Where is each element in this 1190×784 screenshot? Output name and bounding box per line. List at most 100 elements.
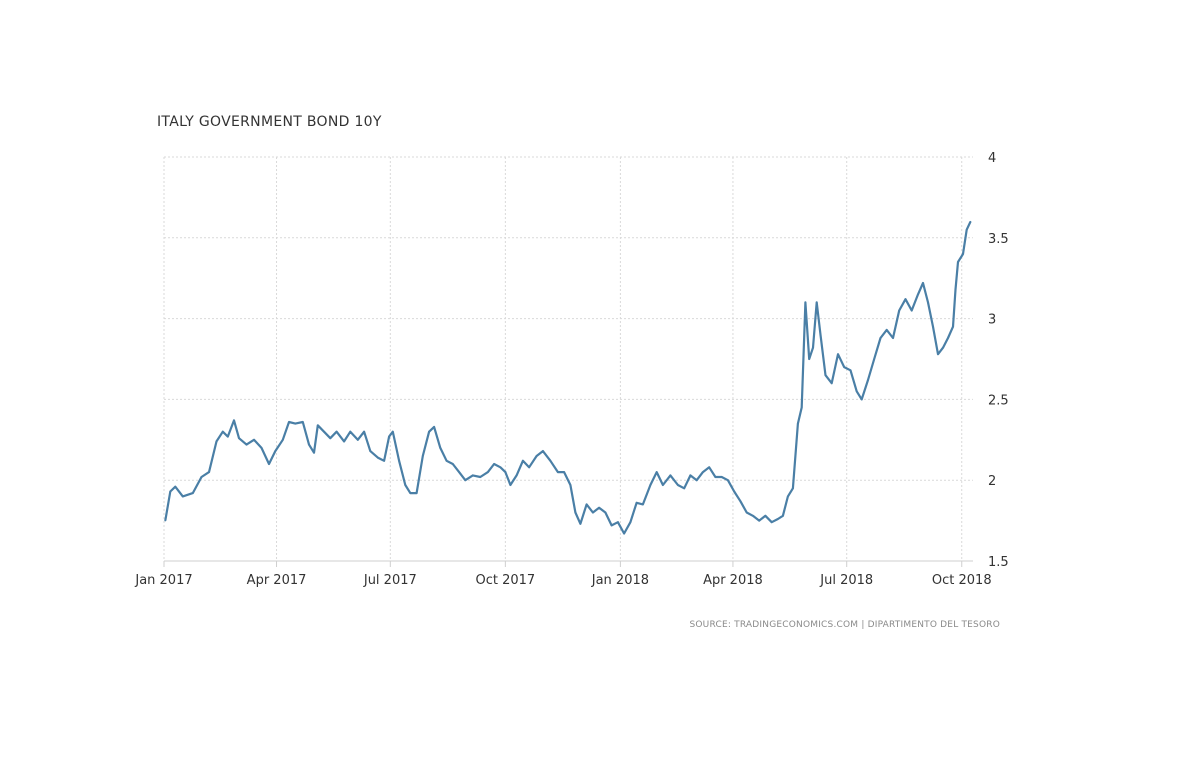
data-point [499, 466, 502, 469]
data-point [708, 466, 710, 469]
data-point [952, 325, 954, 328]
chart-title: ITALY GOVERNMENT BOND 10Y [157, 114, 382, 130]
data-point [174, 485, 177, 488]
data-point [942, 346, 944, 349]
x-tick-label: Apr 2017 [247, 573, 307, 588]
data-point [815, 301, 818, 304]
data-point [797, 422, 799, 425]
data-point [479, 476, 482, 478]
data-point [585, 503, 588, 506]
data-point [910, 309, 913, 312]
y-tick-label: 4 [988, 151, 996, 166]
data-point [439, 447, 442, 449]
data-point [937, 353, 939, 355]
data-point [777, 518, 779, 520]
y-tick-label: 3 [988, 313, 996, 328]
data-point [535, 455, 538, 457]
data-point [191, 492, 194, 494]
data-point [515, 474, 518, 477]
data-point [649, 484, 652, 486]
data-point [274, 450, 277, 452]
data-point [879, 337, 882, 339]
data-point [892, 337, 894, 339]
data-point [904, 298, 907, 301]
data-point [610, 524, 613, 527]
data-point [683, 487, 685, 490]
data-point [452, 463, 454, 465]
data-point [758, 519, 760, 522]
data-point [579, 523, 582, 525]
y-axis-ticks: 4 3.5 3 2.5 2 1.5 [988, 151, 1009, 570]
data-point [662, 484, 664, 486]
data-point [885, 329, 888, 331]
data-point [392, 430, 394, 433]
data-point [642, 503, 644, 506]
data-point [695, 479, 698, 482]
data-point [957, 261, 959, 263]
data-point [677, 484, 679, 486]
data-point [343, 440, 345, 443]
x-axis-ticks: Jan 2017 Apr 2017 Jul 2017 Oct 2017 Jan 2018… [134, 561, 992, 588]
data-point [313, 451, 315, 454]
data-point [357, 439, 359, 441]
y-tick-label: 2.5 [988, 393, 1009, 408]
series-line [164, 221, 972, 535]
data-point [268, 463, 270, 465]
data-point [962, 253, 964, 255]
data-point [782, 514, 784, 517]
data-point [830, 382, 833, 385]
data-point [509, 484, 512, 486]
data-point [932, 325, 934, 328]
data-point [808, 358, 810, 360]
data-point [398, 460, 400, 462]
data-point [873, 358, 876, 360]
data-point [323, 430, 325, 433]
data-point [727, 479, 729, 482]
data-point [472, 474, 474, 477]
data-point [208, 471, 210, 473]
data-point [409, 492, 412, 494]
data-point [169, 490, 172, 493]
data-point [800, 406, 803, 409]
data-point [569, 484, 572, 486]
data-point [655, 471, 658, 473]
data-point [592, 511, 594, 514]
data-point [714, 476, 717, 478]
data-point [792, 487, 794, 490]
data-point [898, 309, 901, 312]
data-point [493, 463, 495, 465]
data-point [504, 471, 507, 473]
data-point [563, 471, 565, 473]
data-point [733, 490, 735, 493]
data-point [422, 455, 424, 457]
data-point [804, 301, 807, 304]
data-point [215, 440, 218, 443]
data-point [787, 495, 789, 498]
data-point [720, 476, 723, 478]
data-point [867, 379, 869, 381]
data-point [812, 346, 814, 349]
data-point [702, 471, 704, 473]
data-point [226, 435, 229, 438]
data-point [837, 353, 839, 355]
x-tick-label: Apr 2018 [703, 573, 763, 588]
data-point [369, 450, 372, 452]
data-point [669, 474, 672, 477]
data-point [824, 374, 827, 376]
data-point [363, 430, 365, 433]
data-point [164, 519, 167, 522]
data-point [253, 439, 255, 441]
data-point [181, 495, 184, 498]
x-tick-label: Jul 2018 [819, 573, 873, 588]
data-point [245, 443, 248, 446]
series-layer [164, 220, 972, 535]
y-tick-label: 1.5 [988, 555, 1009, 570]
data-point [415, 492, 418, 494]
data-point [969, 220, 972, 223]
data-point [458, 471, 460, 473]
data-point [635, 502, 638, 504]
data-point [428, 430, 430, 433]
data-point [233, 419, 235, 422]
data-point [445, 460, 448, 462]
data-point [316, 424, 319, 427]
